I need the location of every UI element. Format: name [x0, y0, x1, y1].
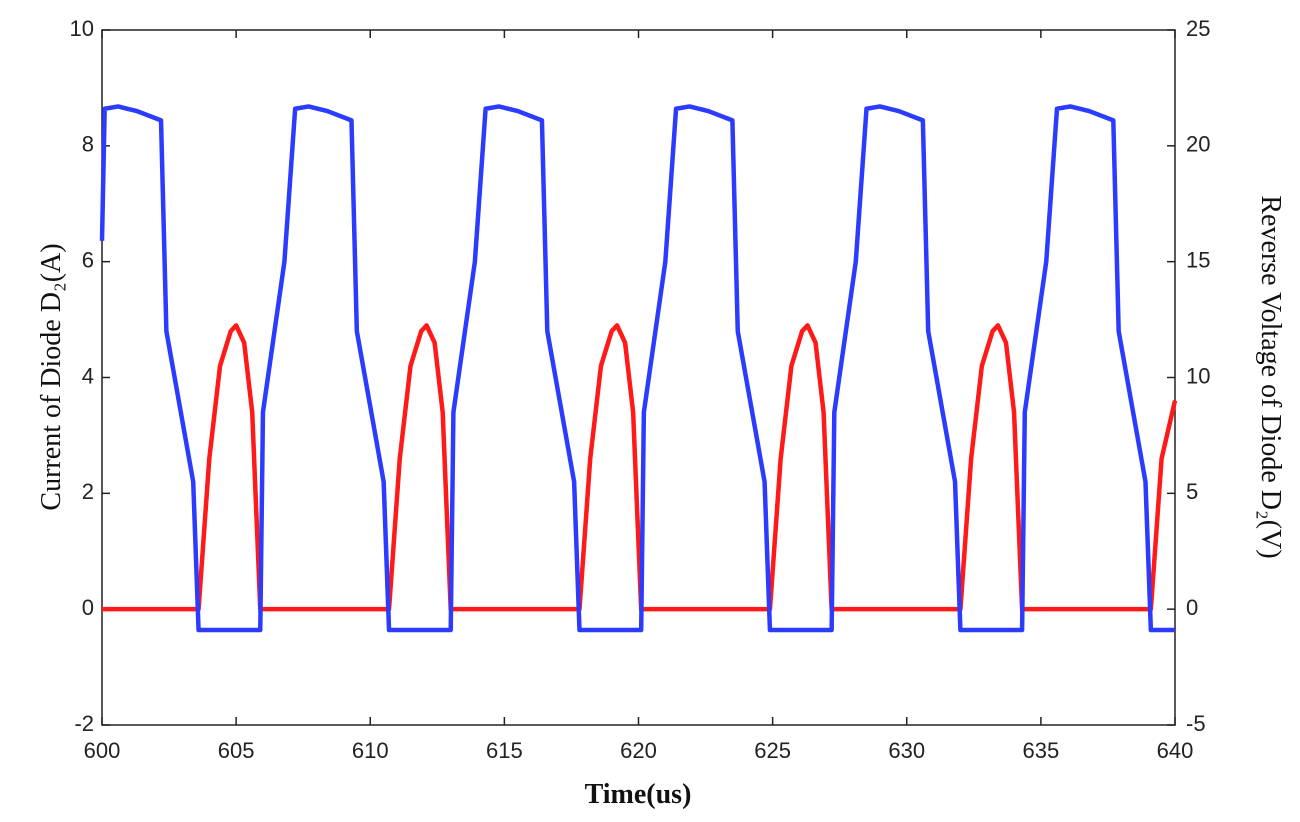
x-axis-title: Time(us)	[585, 779, 692, 810]
x-tick-label: 615	[486, 738, 523, 763]
y-tick-label: 10	[70, 16, 94, 41]
y2-tick-label: 0	[1186, 595, 1198, 620]
y-tick-label: 8	[82, 132, 94, 157]
data-line	[102, 323, 1178, 612]
y-tick-label: 6	[82, 247, 94, 272]
x-tick-label: 605	[218, 738, 255, 763]
y-axis-title: Current of Diode D₂(A)	[36, 243, 67, 510]
y2-tick-label: 20	[1186, 132, 1210, 157]
plot-frame	[101, 29, 1176, 726]
y2-tick-label: 15	[1186, 247, 1210, 272]
y-tick-label: 0	[82, 595, 94, 620]
x-tick-label: 610	[352, 738, 389, 763]
y-tick-label: -2	[74, 711, 94, 736]
x-tick-label: 630	[888, 738, 925, 763]
x-tick-label: 600	[84, 738, 121, 763]
y2-axis-title: Reverse Voltage of Diode D₂(V)	[1255, 195, 1286, 558]
x-tick-label: 625	[754, 738, 791, 763]
x-tick-label: 620	[620, 738, 657, 763]
y-tick-label: 4	[82, 363, 94, 388]
y2-tick-label: 10	[1186, 363, 1210, 388]
y2-tick-label: 5	[1186, 479, 1198, 504]
x-tick-label: 640	[1157, 738, 1194, 763]
x-tick-label: 635	[1023, 738, 1060, 763]
y2-tick-label: -5	[1186, 711, 1206, 736]
y-tick-label: 2	[82, 479, 94, 504]
data-line	[99, 104, 1175, 633]
y2-tick-label: 25	[1186, 16, 1210, 41]
